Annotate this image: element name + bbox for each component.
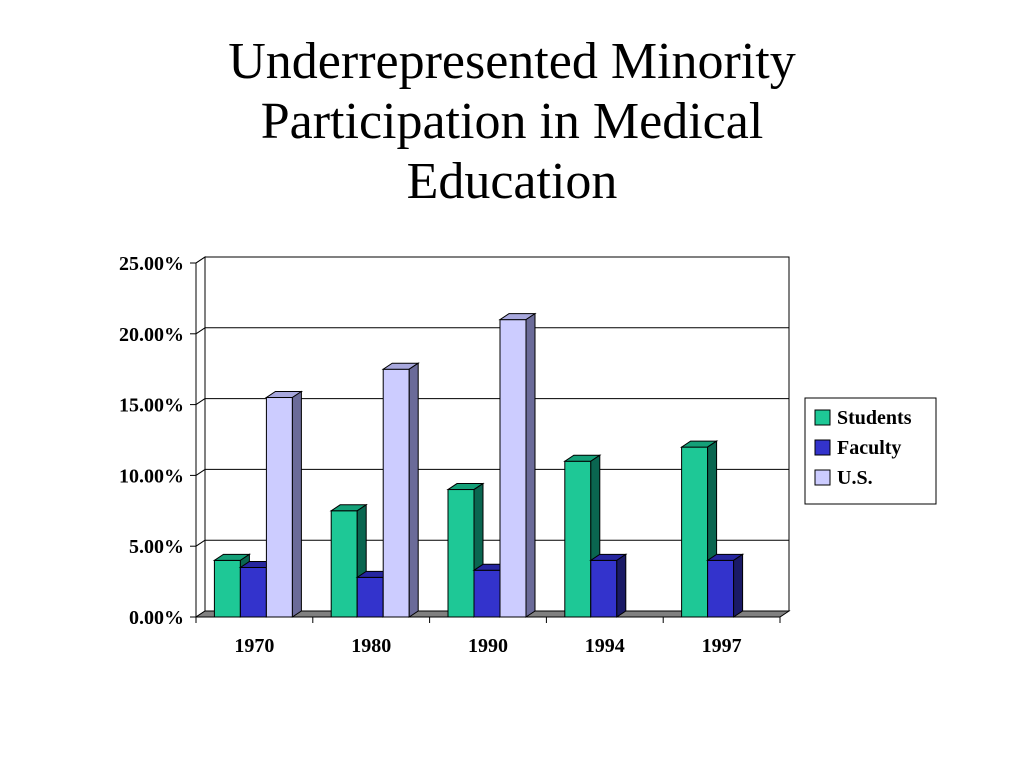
bar bbox=[473, 569, 501, 618]
y-tick-label: 10.00% bbox=[119, 465, 184, 487]
gridline-side bbox=[195, 468, 206, 476]
x-tick-label: 1970 bbox=[234, 635, 274, 657]
legend-swatch bbox=[814, 469, 831, 486]
gridline-side bbox=[195, 539, 206, 547]
side-wall bbox=[195, 256, 206, 618]
bar-side bbox=[525, 312, 536, 618]
y-tick-label: 0.00% bbox=[129, 607, 184, 629]
bar bbox=[382, 368, 410, 618]
bar bbox=[499, 319, 527, 618]
x-tick-label: 1980 bbox=[351, 635, 391, 657]
bar-side bbox=[408, 362, 419, 618]
legend-swatch bbox=[814, 439, 831, 456]
gridline-side bbox=[195, 327, 206, 335]
gridline-side bbox=[195, 256, 206, 264]
y-tick-label: 25.00% bbox=[119, 253, 184, 275]
legend-label: U.S. bbox=[837, 467, 873, 489]
bar bbox=[239, 566, 267, 618]
bar-side bbox=[291, 390, 302, 618]
bar bbox=[681, 446, 709, 618]
bar-side bbox=[616, 553, 627, 618]
x-tick-label: 1997 bbox=[702, 635, 742, 657]
bar bbox=[213, 559, 241, 618]
bar bbox=[590, 559, 618, 618]
y-tick-label: 15.00% bbox=[119, 395, 184, 417]
bar bbox=[265, 397, 293, 618]
legend: Students Faculty U.S. bbox=[804, 397, 937, 505]
bar bbox=[707, 559, 735, 618]
y-tick-label: 5.00% bbox=[129, 536, 184, 558]
axes bbox=[190, 262, 781, 623]
page-title: Underrepresented Minority Participation … bbox=[0, 32, 1024, 212]
y-tick-labels: 0.00% 5.00% 10.00% 15.00% 20.00% 25.00% bbox=[119, 253, 184, 629]
title-line-1: Underrepresented Minority bbox=[228, 33, 796, 90]
x-tick-label: 1990 bbox=[468, 635, 508, 657]
x-tick-labels: 1970 1980 1990 1994 1997 bbox=[234, 635, 741, 657]
bar bbox=[564, 460, 592, 618]
bars bbox=[212, 312, 745, 618]
gridline-side bbox=[195, 398, 206, 406]
title-line-2: Participation in Medical bbox=[260, 93, 764, 150]
bar bbox=[356, 576, 384, 618]
bar bbox=[447, 489, 475, 618]
legend-label: Students bbox=[837, 407, 912, 429]
legend-swatch bbox=[814, 409, 831, 426]
bar-side bbox=[733, 553, 744, 618]
legend-label: Faculty bbox=[837, 437, 901, 459]
title-line-3: Education bbox=[406, 153, 618, 210]
bar bbox=[330, 510, 358, 618]
y-tick-label: 20.00% bbox=[119, 324, 184, 346]
x-tick-label: 1994 bbox=[585, 635, 625, 657]
